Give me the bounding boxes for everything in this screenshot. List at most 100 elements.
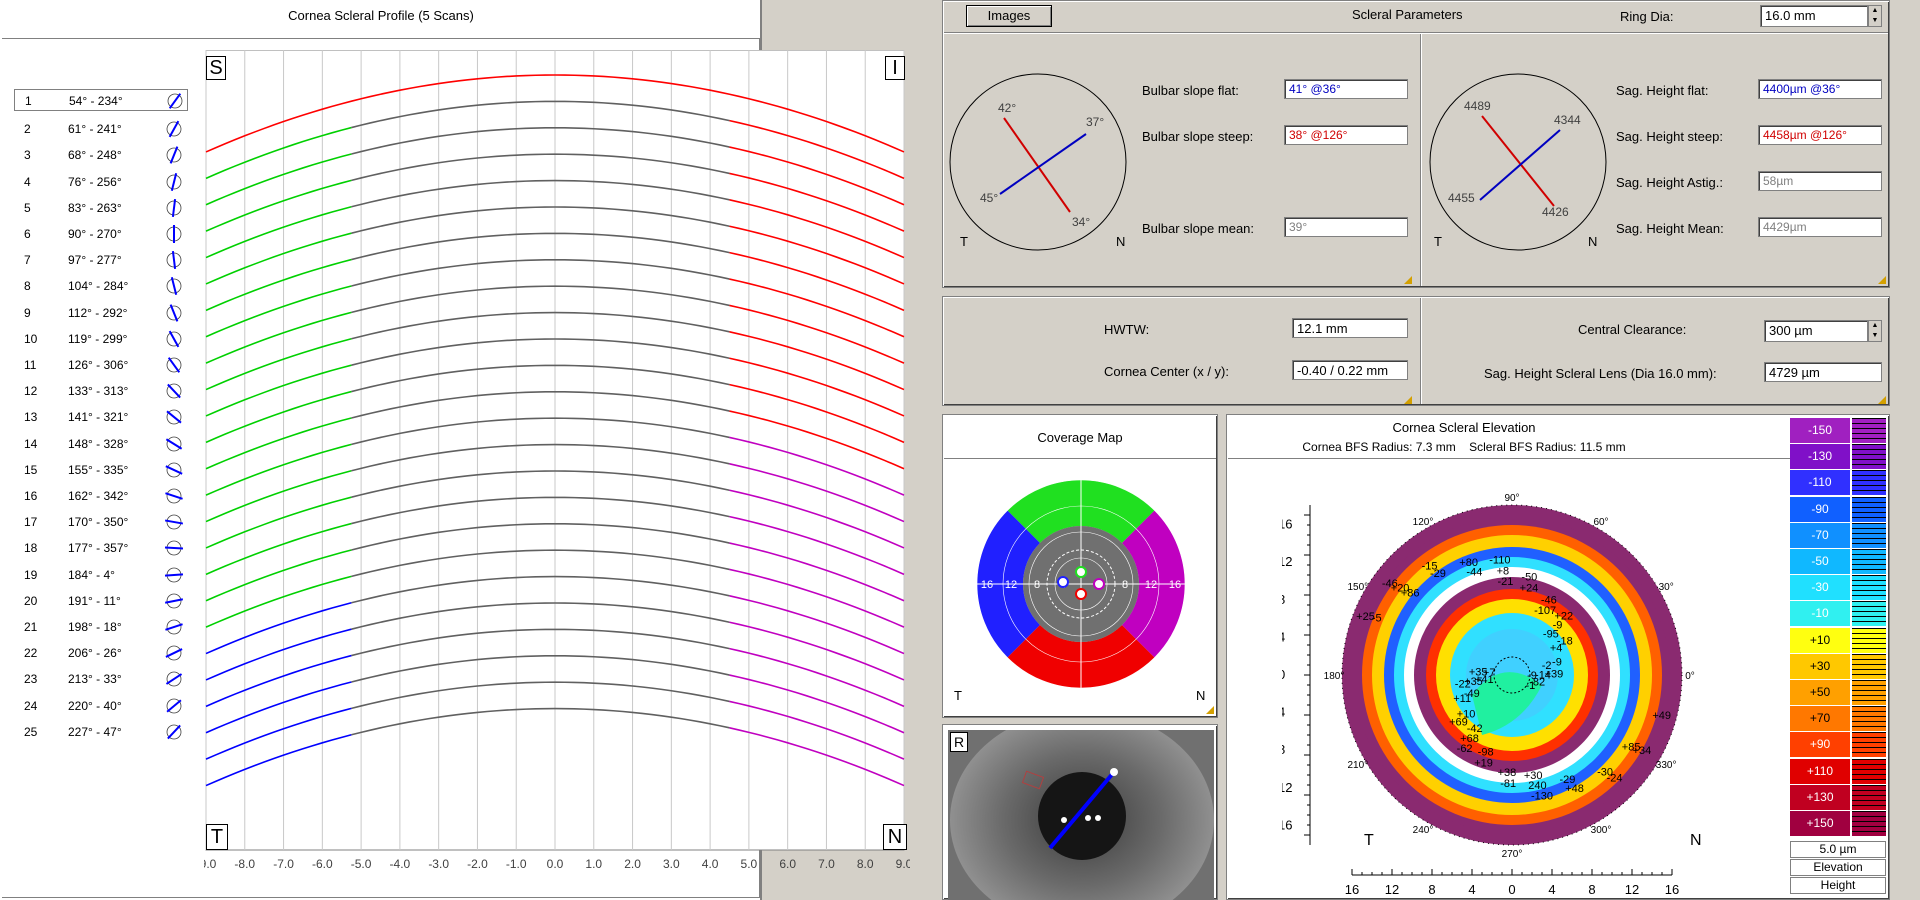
central-clearance-input[interactable]: 300 µm	[1764, 320, 1868, 342]
legend-mode1[interactable]: Elevation	[1790, 859, 1886, 877]
legend-mode2[interactable]: Height	[1790, 877, 1886, 895]
scan-row[interactable]: 20 191° - 11°	[14, 590, 188, 612]
scan-range: 68° - 248°	[68, 148, 122, 163]
x-tick-label: 2.0	[624, 857, 641, 871]
scan-row[interactable]: 4 76° - 256°	[14, 171, 188, 193]
profile-scan-line	[205, 443, 352, 496]
scan-row[interactable]: 6 90° - 270°	[14, 223, 188, 245]
elevation-y-tick: 12	[1282, 554, 1292, 569]
profile-scan-line	[351, 179, 730, 208]
sag-astig-label: Sag. Height Astig.:	[1616, 175, 1723, 190]
scan-row[interactable]: 22 206° - 26°	[14, 642, 188, 664]
ring-dia-spinner[interactable]: ▲ ▼	[1868, 5, 1882, 27]
scan-row[interactable]: 1 54° - 234°	[14, 89, 188, 111]
profile-scan-line	[351, 364, 730, 393]
elevation-y-tick: 8	[1282, 592, 1285, 607]
elevation-degree-label: 300°	[1591, 825, 1612, 836]
elevation-value-label: +34	[1633, 745, 1652, 757]
scan-number: 16	[24, 489, 38, 503]
scan-range: 61° - 241°	[68, 122, 122, 137]
elevation-value-label: -44	[1466, 567, 1482, 579]
scan-row[interactable]: 16 162° - 342°	[14, 485, 188, 507]
scan-row[interactable]: 25 227° - 47°	[14, 721, 188, 743]
elevation-value-label: +68	[1460, 733, 1479, 745]
elevation-value-label: -1	[1525, 680, 1535, 692]
scan-range: 177° - 357°	[68, 541, 129, 556]
profile-scan-line	[351, 575, 730, 604]
scan-row[interactable]: 9 112° - 292°	[14, 302, 188, 324]
elevation-y-tick: 8	[1282, 742, 1285, 757]
profile-scan-line	[351, 707, 730, 736]
elevation-value-label: -81	[1500, 778, 1516, 790]
legend-label: +70	[1809, 711, 1831, 726]
lens-resize-grip[interactable]	[1404, 396, 1412, 404]
scan-range: 170° - 350°	[68, 515, 129, 530]
scan-direction-icon	[166, 172, 182, 191]
elevation-value-label: +69	[1449, 717, 1468, 729]
scan-row[interactable]: 11 126° - 306°	[14, 354, 188, 376]
legend-histogram	[1852, 758, 1886, 784]
scan-range: 220° - 40°	[68, 698, 122, 713]
scan-row[interactable]: 7 97° - 277°	[14, 249, 188, 271]
scan-row[interactable]: 17 170° - 350°	[14, 511, 188, 533]
profile-scan-line	[351, 311, 730, 340]
scan-range: 141° - 321°	[68, 410, 129, 425]
scan-row[interactable]: 3 68° - 248°	[14, 144, 188, 166]
images-button[interactable]: Images	[966, 5, 1052, 27]
clearance-spinner[interactable]: ▲ ▼	[1868, 320, 1882, 342]
lens-resize-grip-2[interactable]	[1878, 396, 1886, 404]
profile-scan-line	[351, 417, 730, 446]
slope-angle-4: 34°	[1072, 215, 1090, 229]
profile-scan-line	[729, 436, 905, 496]
elevation-value-label: -9	[1552, 656, 1562, 668]
slope-angle-3: 45°	[980, 191, 998, 205]
scan-row[interactable]: 2 61° - 241°	[14, 118, 188, 140]
profile-scan-line	[351, 390, 730, 419]
x-tick-label: -8.0	[234, 857, 255, 871]
elevation-value-label: -29	[1430, 568, 1446, 580]
scan-row[interactable]: 19 184° - 4°	[14, 564, 188, 586]
legend-histogram	[1852, 444, 1886, 470]
scan-row[interactable]: 8 104° - 284°	[14, 275, 188, 297]
scan-direction-icon	[165, 436, 183, 451]
profile-scan-line	[205, 681, 352, 734]
scan-row[interactable]: 23 213° - 33°	[14, 668, 188, 690]
elevation-degree-label: 240°	[1413, 825, 1434, 836]
elevation-value-label: -15	[1422, 561, 1438, 573]
legend-color	[1790, 811, 1850, 836]
sag-steep-value: 4458µm @126°	[1758, 125, 1882, 145]
sag-t-label: T	[1434, 234, 1442, 249]
scan-row[interactable]: 24 220° - 40°	[14, 695, 188, 717]
scleral-resize-grip[interactable]	[1404, 276, 1412, 284]
sag-astig-value: 58µm	[1758, 171, 1882, 191]
coverage-ring-label: 16	[981, 579, 993, 591]
scan-row[interactable]: 21 198° - 18°	[14, 616, 188, 638]
legend-color	[1790, 627, 1850, 653]
elevation-value-label: +24	[1520, 583, 1539, 595]
scan-row[interactable]: 15 155° - 335°	[14, 459, 188, 481]
scan-range: 227° - 47°	[68, 724, 122, 739]
x-tick-label: -7.0	[273, 857, 294, 871]
scleral-resize-grip-2[interactable]	[1878, 276, 1886, 284]
legend-histogram	[1852, 706, 1886, 732]
bulbar-mean-label: Bulbar slope mean:	[1142, 221, 1255, 236]
elevation-value-label: -5	[1372, 613, 1382, 625]
scan-number: 18	[24, 541, 38, 556]
x-tick-label: -3.0	[428, 857, 449, 871]
scan-row[interactable]: 18 177° - 357°	[14, 537, 188, 559]
coverage-resize-grip[interactable]	[1206, 706, 1214, 714]
scan-row[interactable]: 13 141° - 321°	[14, 406, 188, 428]
scan-row[interactable]: 5 83° - 263°	[14, 197, 188, 219]
elevation-degree-label: 90°	[1504, 493, 1519, 504]
scan-row[interactable]: 12 133° - 313°	[14, 380, 188, 402]
scan-row[interactable]: 14 148° - 328°	[14, 433, 188, 455]
sag-val-2: 4344	[1554, 113, 1581, 127]
ring-dia-input[interactable]: 16.0 mm	[1760, 5, 1868, 27]
scan-number: 1	[25, 94, 32, 108]
coverage-divider	[944, 458, 1216, 459]
elevation-x-tick: 4	[1468, 882, 1475, 897]
profile-scan-line	[729, 225, 905, 285]
elevation-value-label: -9	[1553, 619, 1563, 631]
x-tick-label: -5.0	[351, 857, 372, 871]
scan-row[interactable]: 10 119° - 299°	[14, 328, 188, 350]
